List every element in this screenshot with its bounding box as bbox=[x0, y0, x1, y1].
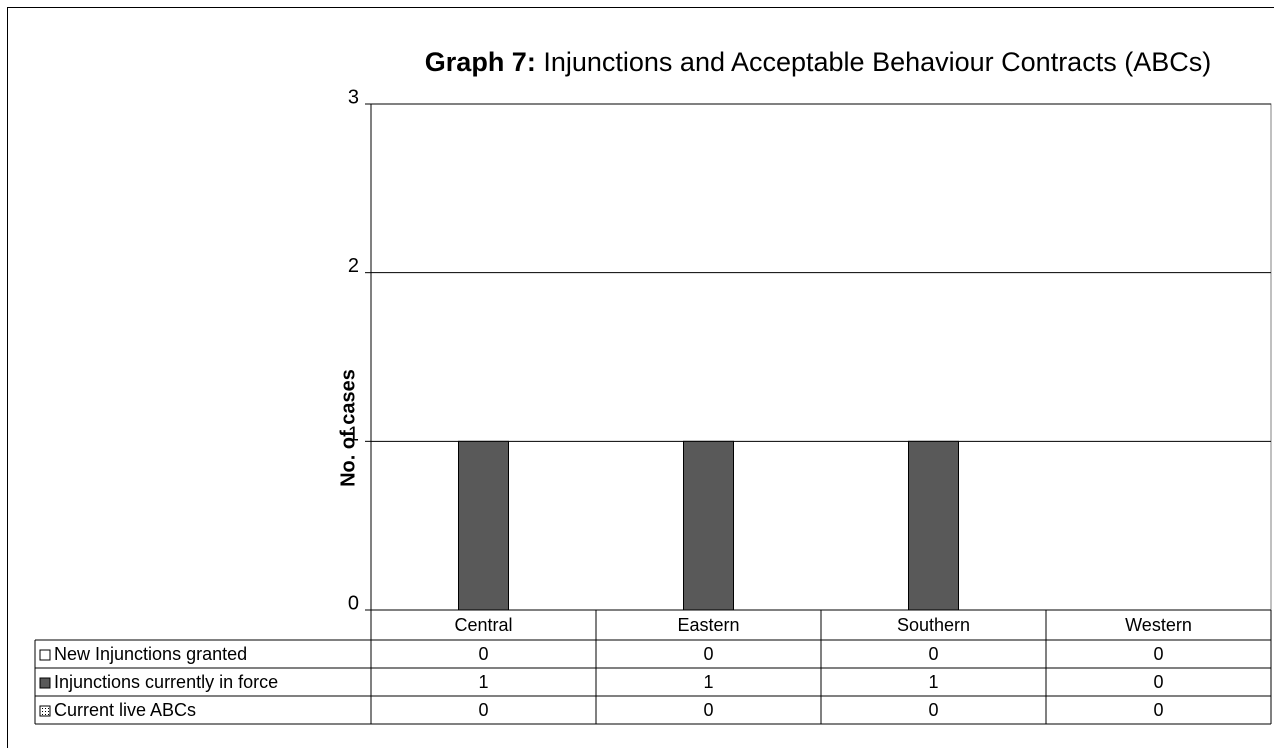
x-tick-label: Central bbox=[454, 615, 512, 635]
table-value: 1 bbox=[928, 672, 938, 692]
x-tick-label: Southern bbox=[897, 615, 970, 635]
table-value: 0 bbox=[928, 644, 938, 664]
table-value: 0 bbox=[478, 700, 488, 720]
y-axis-label: No. of cases bbox=[337, 369, 359, 487]
table-value: 0 bbox=[478, 644, 488, 664]
table-value: 1 bbox=[478, 672, 488, 692]
plot-area bbox=[370, 103, 1272, 611]
legend-key bbox=[39, 649, 51, 661]
table-value: 0 bbox=[1153, 700, 1163, 720]
table-value: 0 bbox=[703, 644, 713, 664]
x-tick-label: Western bbox=[1125, 615, 1192, 635]
chart-title: Graph 7: Injunctions and Acceptable Beha… bbox=[425, 47, 1211, 77]
table-value: 0 bbox=[928, 700, 938, 720]
legend-key bbox=[39, 705, 51, 717]
legend-key bbox=[39, 677, 51, 689]
x-tick-label: Eastern bbox=[677, 615, 739, 635]
legend-label: New Injunctions granted bbox=[54, 644, 247, 664]
legend-label: Current live ABCs bbox=[54, 700, 196, 720]
bar bbox=[458, 440, 509, 611]
title-text: Injunctions and Acceptable Behaviour Con… bbox=[543, 47, 1211, 77]
table-value: 0 bbox=[703, 700, 713, 720]
y-tick-label: 3 bbox=[348, 86, 359, 108]
table-value: 0 bbox=[1153, 672, 1163, 692]
bar bbox=[683, 440, 734, 611]
table-value: 1 bbox=[703, 672, 713, 692]
title-prefix: Graph 7: bbox=[425, 47, 536, 77]
legend-label: Injunctions currently in force bbox=[54, 672, 278, 692]
bar bbox=[908, 440, 959, 611]
y-tick-label: 0 bbox=[348, 592, 359, 614]
table-value: 0 bbox=[1153, 644, 1163, 664]
y-tick-label: 1 bbox=[348, 424, 359, 446]
y-tick-label: 2 bbox=[348, 255, 359, 277]
